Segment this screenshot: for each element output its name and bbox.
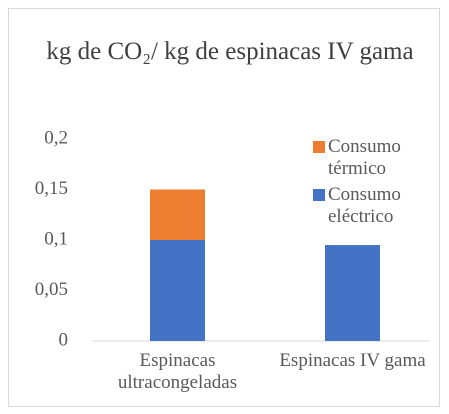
x-tick-label: Espinacas IV gama: [279, 350, 426, 371]
bar-segment: [150, 189, 205, 240]
legend-swatch: [313, 141, 325, 153]
y-tick-label: 0: [59, 329, 69, 350]
x-tick-label: Espinacas ultracongeladas: [117, 350, 238, 393]
bar-segment: [325, 245, 380, 341]
chart-title: kg de CO₂/ kg de espinacas IV gama: [46, 38, 414, 65]
legend-label: Consumo eléctrico: [328, 184, 401, 227]
legend-swatch: [313, 189, 325, 201]
y-tick-label: 0,05: [35, 279, 68, 300]
legend-label: Consumo térmico: [328, 136, 401, 179]
y-tick-label: 0,15: [35, 178, 68, 199]
bar-segment: [150, 240, 205, 341]
y-tick-label: 0,2: [44, 127, 68, 148]
y-tick-label: 0,1: [44, 228, 68, 249]
